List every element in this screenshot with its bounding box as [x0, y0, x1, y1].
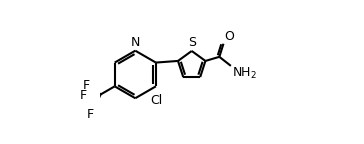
Text: N: N: [131, 36, 140, 49]
Text: F: F: [80, 89, 87, 102]
Text: Cl: Cl: [151, 94, 163, 107]
Text: O: O: [224, 30, 234, 43]
Text: F: F: [83, 79, 90, 92]
Text: S: S: [188, 36, 196, 49]
Text: F: F: [87, 108, 94, 122]
Text: NH$_2$: NH$_2$: [232, 66, 257, 82]
